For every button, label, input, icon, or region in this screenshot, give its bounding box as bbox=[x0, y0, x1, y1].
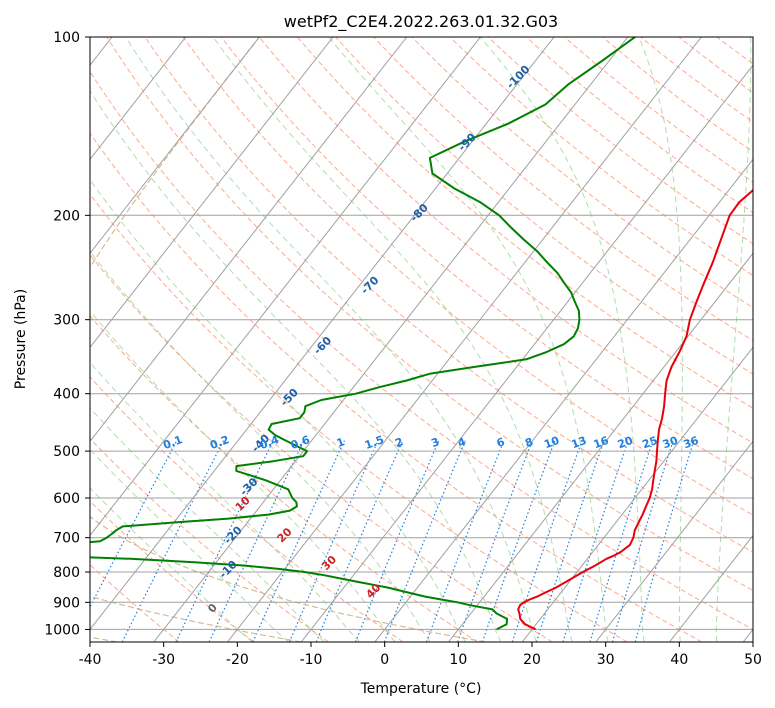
mixing-ratio-line bbox=[634, 440, 695, 642]
theta-reference-curve bbox=[90, 37, 486, 642]
moist-adiabat-line bbox=[90, 448, 289, 642]
y-tick-label: 1000 bbox=[44, 622, 80, 638]
dry-adiabat-line bbox=[90, 314, 479, 642]
moist-adiabat-line bbox=[90, 89, 502, 642]
x-tick-label: 0 bbox=[380, 652, 389, 668]
dry-adiabat-line bbox=[90, 70, 753, 631]
isotherm-line bbox=[227, 37, 702, 642]
x-tick-label: -40 bbox=[79, 652, 102, 668]
x-tick-label: -30 bbox=[152, 652, 175, 668]
moist-adiabat-line bbox=[90, 487, 253, 642]
mixing-ratio-label: 36 bbox=[682, 434, 701, 452]
mixing-ratio-line bbox=[252, 440, 345, 642]
mixing-ratio-label: 1.5 bbox=[363, 433, 386, 452]
mixing-ratio-line bbox=[481, 440, 556, 642]
x-tick-label: -10 bbox=[300, 652, 323, 668]
mixing-ratio-label: 30 bbox=[661, 434, 680, 452]
moist-adiabat-line bbox=[125, 37, 537, 642]
moist-adiabat-line bbox=[638, 37, 683, 642]
x-tick-label: 30 bbox=[597, 652, 615, 668]
mixing-ratio-label: 16 bbox=[592, 434, 611, 452]
mixing-ratio-label: 8 bbox=[523, 435, 535, 450]
dry-adiabat-line bbox=[449, 37, 753, 277]
x-tick-label: -20 bbox=[226, 652, 249, 668]
x-tick-label: 10 bbox=[449, 652, 467, 668]
isotherm-line bbox=[90, 37, 481, 537]
mixing-ratio-label: 0.6 bbox=[289, 433, 312, 452]
x-tick-label: 20 bbox=[523, 652, 541, 668]
isotherm-line bbox=[669, 534, 753, 642]
dry-adiabat-line bbox=[297, 37, 753, 409]
isotherm-line bbox=[521, 346, 753, 642]
mixing-ratio-line bbox=[288, 440, 379, 642]
y-tick-label: 700 bbox=[53, 531, 80, 547]
y-tick-label: 400 bbox=[53, 387, 80, 403]
dry-adiabat-line bbox=[335, 37, 753, 375]
mixing-ratio-label: 6 bbox=[495, 435, 507, 450]
mixing-ratio-line bbox=[562, 440, 629, 642]
dry-adiabat-line bbox=[602, 37, 753, 153]
isotherm-line bbox=[90, 37, 260, 255]
mixing-ratio-label: 0.2 bbox=[208, 433, 231, 452]
dry-adiabat-line bbox=[144, 37, 753, 553]
mixing-ratio-label: 3 bbox=[429, 435, 441, 450]
mixing-ratio-label: 10 bbox=[542, 434, 561, 452]
isotherm-line bbox=[90, 37, 408, 443]
dewpoint-profile-line bbox=[90, 37, 636, 631]
mixing-ratio-line bbox=[121, 440, 225, 642]
moist-adiabat-line bbox=[328, 37, 609, 642]
mixing-ratio-label: 0.1 bbox=[161, 433, 184, 452]
isotherm-line bbox=[300, 64, 753, 642]
mixing-ratio-label: 25 bbox=[640, 434, 659, 451]
moist-adiabat-line bbox=[479, 37, 645, 642]
y-tick-label: 500 bbox=[53, 444, 80, 460]
mixing-ratio-line bbox=[457, 440, 533, 642]
y-tick-label: 300 bbox=[53, 313, 80, 329]
x-axis-label: Temperature (°C) bbox=[360, 681, 482, 697]
y-axis-label: Pressure (hPa) bbox=[13, 289, 29, 389]
mixing-ratio-line bbox=[315, 440, 404, 642]
dry-adiabat-line bbox=[90, 437, 329, 642]
chart-title: wetPf2_C2E4.2022.263.01.32.G03 bbox=[284, 12, 558, 32]
isotherm-line bbox=[90, 37, 334, 349]
y-tick-label: 800 bbox=[53, 565, 80, 581]
isotherm-line bbox=[374, 158, 753, 642]
mixing-ratio-line bbox=[611, 440, 674, 642]
x-tick-label: 50 bbox=[744, 652, 762, 668]
moist-adiabat-line bbox=[90, 407, 325, 642]
mixing-ratio-line bbox=[589, 440, 654, 642]
y-tick-label: 100 bbox=[53, 30, 80, 46]
y-tick-label: 200 bbox=[53, 208, 80, 224]
x-tick-label: 40 bbox=[670, 652, 688, 668]
plot-frame bbox=[89, 36, 754, 643]
isotherm-line bbox=[595, 440, 753, 642]
mixing-ratio-label: 20 bbox=[616, 434, 635, 452]
mixing-ratio-label: 4 bbox=[456, 435, 468, 450]
dry-adiabat-line bbox=[182, 37, 753, 516]
dry-adiabat-line bbox=[525, 37, 753, 214]
mixing-ratio-label: 1 bbox=[335, 435, 347, 450]
dry-adiabat-line bbox=[90, 132, 703, 642]
temperature-profile-line bbox=[517, 188, 753, 631]
mixing-ratio-label: 2 bbox=[393, 435, 405, 450]
mixing-ratio-label: 0.4 bbox=[258, 433, 281, 452]
dry-adiabat-line bbox=[106, 37, 753, 591]
isotherm-line bbox=[90, 37, 187, 161]
moist-adiabat-line bbox=[212, 37, 573, 642]
dry-adiabat-line bbox=[373, 37, 753, 342]
isotherm-line bbox=[153, 37, 629, 642]
y-tick-label: 900 bbox=[53, 595, 80, 611]
dry-adiabat-line bbox=[259, 37, 753, 444]
dry-adiabat-line bbox=[90, 376, 404, 642]
mixing-ratio-label: 13 bbox=[570, 434, 589, 451]
y-tick-label: 600 bbox=[53, 491, 80, 507]
